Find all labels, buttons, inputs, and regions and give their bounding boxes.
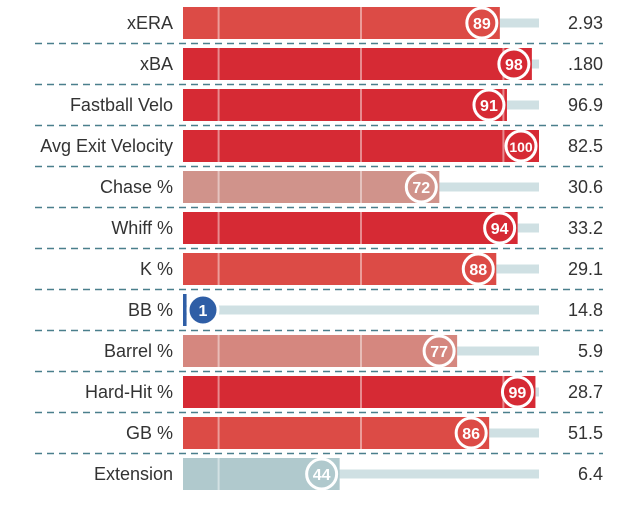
label-fastball-velo: Fastball Velo xyxy=(70,95,173,115)
stat-value-whiff: 33.2 xyxy=(568,218,603,238)
percentile-label-hard-hit: 99 xyxy=(509,385,527,402)
percentile-circle-xba xyxy=(497,47,531,81)
percentile-label-extension: 44 xyxy=(313,467,331,484)
label-chase: Chase % xyxy=(100,177,173,197)
percentile-circle-k xyxy=(461,252,495,286)
label-xba: xBA xyxy=(140,54,173,74)
track-bb xyxy=(183,305,539,315)
bar-whiff xyxy=(183,212,518,244)
percentile-circle-gb xyxy=(454,416,488,450)
stat-value-xba: .180 xyxy=(568,54,603,74)
percentile-label-barrel: 77 xyxy=(430,344,448,361)
bar-xba xyxy=(183,48,532,80)
stat-value-barrel: 5.9 xyxy=(578,341,603,361)
track-extension xyxy=(183,469,539,479)
bar-gb xyxy=(183,417,490,449)
stat-value-k: 29.1 xyxy=(568,259,603,279)
bar-avg-exit-velocity xyxy=(183,130,539,162)
label-bb: BB % xyxy=(128,300,173,320)
label-hard-hit: Hard-Hit % xyxy=(85,382,173,402)
percentile-circle-chase xyxy=(404,170,438,204)
label-xera: xERA xyxy=(127,13,173,33)
bar-chase xyxy=(183,171,440,203)
label-avg-exit-velocity: Avg Exit Velocity xyxy=(40,136,173,156)
label-k: K % xyxy=(140,259,173,279)
stat-value-extension: 6.4 xyxy=(578,464,603,484)
percentile-circle-xera xyxy=(465,6,499,40)
bar-barrel xyxy=(183,335,458,367)
percentile-label-k: 88 xyxy=(469,262,487,279)
percentile-circle-extension xyxy=(305,457,339,491)
bar-bb xyxy=(183,294,187,326)
bar-hard-hit xyxy=(183,376,536,408)
percentile-label-xera: 89 xyxy=(473,16,491,33)
stat-value-hard-hit: 28.7 xyxy=(568,382,603,402)
percentile-label-fastball-velo: 91 xyxy=(480,98,498,115)
bar-xera xyxy=(183,7,500,39)
percentile-label-chase: 72 xyxy=(412,180,430,197)
bar-k xyxy=(183,253,497,285)
stat-value-fastball-velo: 96.9 xyxy=(568,95,603,115)
label-whiff: Whiff % xyxy=(111,218,173,238)
label-gb: GB % xyxy=(126,423,173,443)
percentile-label-xba: 98 xyxy=(505,57,523,74)
percentile-label-gb: 86 xyxy=(462,426,480,443)
percentile-circle-whiff xyxy=(483,211,517,245)
stat-value-xera: 2.93 xyxy=(568,13,603,33)
stat-value-avg-exit-velocity: 82.5 xyxy=(568,136,603,156)
percentile-circle-fastball-velo xyxy=(472,88,506,122)
percentile-label-bb: 1 xyxy=(199,303,208,320)
percentile-label-avg-exit-velocity: 100 xyxy=(509,139,533,155)
label-extension: Extension xyxy=(94,464,173,484)
stat-value-chase: 30.6 xyxy=(568,177,603,197)
percentile-circle-avg-exit-velocity xyxy=(504,129,538,163)
stat-value-bb: 14.8 xyxy=(568,300,603,320)
label-barrel: Barrel % xyxy=(104,341,173,361)
percentile-circle-barrel xyxy=(422,334,456,368)
percentile-circle-bb xyxy=(186,293,220,327)
percentile-circle-hard-hit xyxy=(500,375,534,409)
stat-value-gb: 51.5 xyxy=(568,423,603,443)
percentile-label-whiff: 94 xyxy=(491,221,509,238)
bar-fastball-velo xyxy=(183,89,507,121)
